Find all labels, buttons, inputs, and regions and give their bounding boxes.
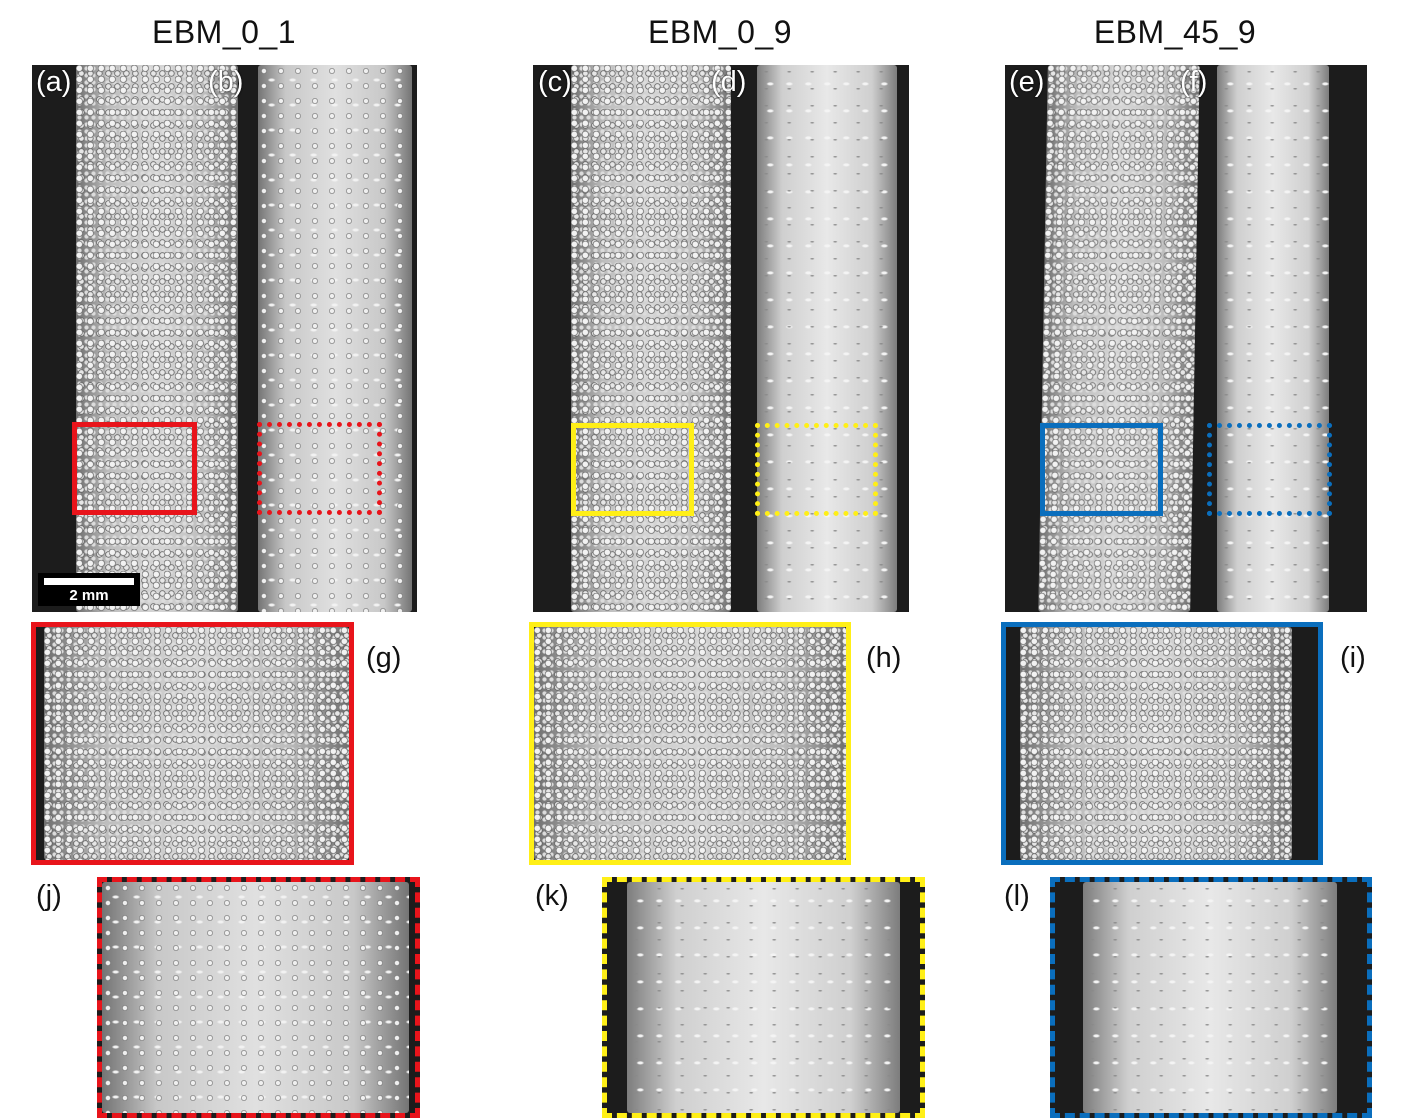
roi-box-h bbox=[571, 423, 694, 516]
label-i: (i) bbox=[1340, 642, 1366, 674]
zoom-image-j bbox=[102, 882, 409, 1113]
strut-image-b bbox=[258, 65, 412, 612]
strut-image-d bbox=[757, 65, 897, 612]
panel-ebm-0-9-overview bbox=[533, 65, 909, 612]
roi-box-j bbox=[257, 422, 382, 515]
zoom-panel-j bbox=[97, 877, 420, 1118]
zoom-panel-h bbox=[529, 622, 851, 865]
label-k: (k) bbox=[535, 880, 569, 912]
label-h: (h) bbox=[866, 642, 902, 674]
zoom-panel-l bbox=[1050, 877, 1372, 1118]
label-l: (l) bbox=[1004, 880, 1030, 912]
zoom-panel-i bbox=[1001, 622, 1323, 865]
label-j: (j) bbox=[36, 880, 62, 912]
zoom-panel-g bbox=[31, 622, 354, 865]
strut-image-e bbox=[1038, 65, 1200, 612]
zoom-panel-k bbox=[602, 877, 925, 1118]
strut-image-f bbox=[1217, 65, 1329, 612]
title-ebm-0-9: EBM_0_9 bbox=[647, 14, 793, 50]
title-ebm-0-1: EBM_0_1 bbox=[151, 14, 297, 50]
label-a: (a) bbox=[36, 66, 72, 98]
label-g: (g) bbox=[366, 642, 402, 674]
strut-image-a bbox=[76, 65, 238, 612]
roi-box-k bbox=[755, 423, 878, 516]
label-b: (b) bbox=[208, 66, 244, 98]
strut-image-c bbox=[571, 65, 731, 612]
panel-ebm-0-1-overview bbox=[32, 65, 417, 612]
zoom-image-h bbox=[534, 627, 846, 860]
panel-ebm-45-9-overview bbox=[1005, 65, 1367, 612]
zoom-image-g bbox=[44, 627, 349, 860]
zoom-image-l bbox=[1083, 882, 1337, 1113]
label-f: (f) bbox=[1180, 66, 1208, 98]
roi-box-l bbox=[1207, 423, 1332, 516]
roi-box-g bbox=[72, 422, 197, 515]
label-c: (c) bbox=[538, 66, 572, 98]
scale-bar-line bbox=[44, 578, 134, 585]
scale-bar: 2 mm bbox=[38, 573, 140, 606]
label-e: (e) bbox=[1009, 66, 1045, 98]
zoom-image-i bbox=[1020, 627, 1292, 860]
scale-bar-label: 2 mm bbox=[69, 587, 109, 604]
zoom-image-k bbox=[627, 882, 900, 1113]
title-ebm-45-9: EBM_45_9 bbox=[1093, 14, 1257, 50]
roi-box-i bbox=[1040, 423, 1163, 516]
label-d: (d) bbox=[711, 66, 747, 98]
